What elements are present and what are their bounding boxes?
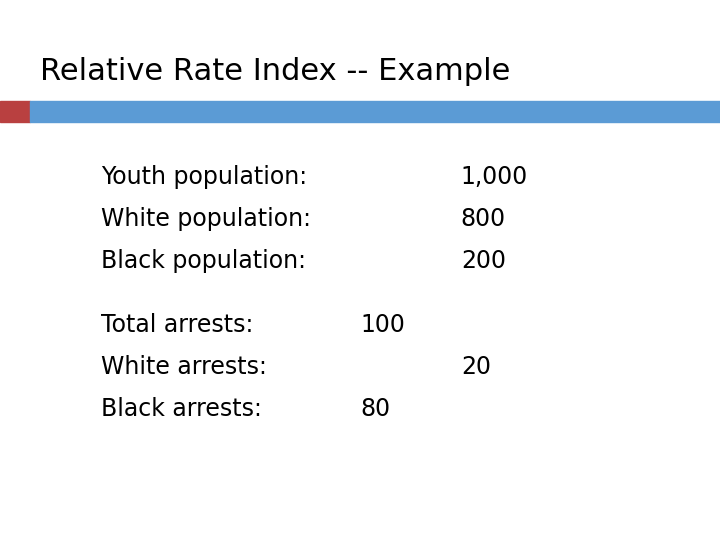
Text: Relative Rate Index -- Example: Relative Rate Index -- Example	[40, 57, 510, 86]
Text: Black population:: Black population:	[101, 249, 306, 273]
Text: 20: 20	[461, 355, 491, 379]
Text: 1,000: 1,000	[461, 165, 528, 188]
Text: 800: 800	[461, 207, 506, 231]
Text: Black arrests:: Black arrests:	[101, 397, 261, 421]
Text: Youth population:: Youth population:	[101, 165, 307, 188]
Text: 80: 80	[360, 397, 390, 421]
Text: White arrests:: White arrests:	[101, 355, 266, 379]
Text: 200: 200	[461, 249, 505, 273]
Text: Total arrests:: Total arrests:	[101, 313, 253, 337]
Text: White population:: White population:	[101, 207, 311, 231]
Text: 100: 100	[360, 313, 405, 337]
